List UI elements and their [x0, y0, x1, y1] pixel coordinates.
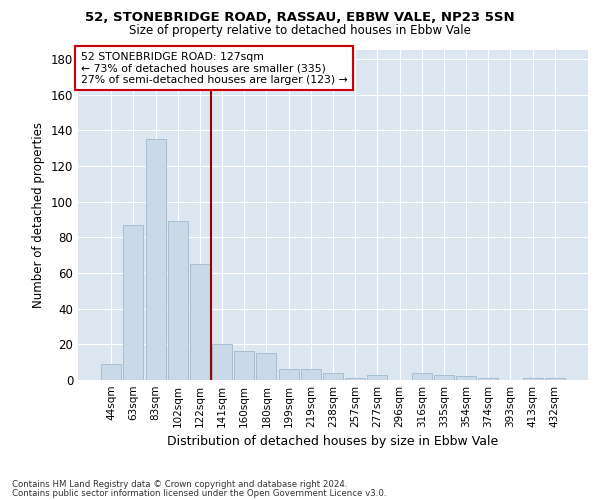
- Bar: [168, 221, 188, 380]
- Bar: [278, 370, 299, 380]
- Bar: [478, 378, 498, 380]
- Bar: [456, 376, 476, 380]
- Bar: [367, 374, 388, 380]
- Bar: [345, 378, 365, 380]
- Text: 52, STONEBRIDGE ROAD, RASSAU, EBBW VALE, NP23 5SN: 52, STONEBRIDGE ROAD, RASSAU, EBBW VALE,…: [85, 11, 515, 24]
- Bar: [545, 378, 565, 380]
- Bar: [323, 373, 343, 380]
- Bar: [146, 139, 166, 380]
- Bar: [190, 264, 210, 380]
- Text: Contains HM Land Registry data © Crown copyright and database right 2024.: Contains HM Land Registry data © Crown c…: [12, 480, 347, 489]
- Text: Contains public sector information licensed under the Open Government Licence v3: Contains public sector information licen…: [12, 489, 386, 498]
- Text: 52 STONEBRIDGE ROAD: 127sqm
← 73% of detached houses are smaller (335)
27% of se: 52 STONEBRIDGE ROAD: 127sqm ← 73% of det…: [80, 52, 347, 85]
- Bar: [101, 364, 121, 380]
- Bar: [412, 373, 432, 380]
- Bar: [234, 352, 254, 380]
- Bar: [434, 374, 454, 380]
- X-axis label: Distribution of detached houses by size in Ebbw Vale: Distribution of detached houses by size …: [167, 436, 499, 448]
- Bar: [523, 378, 542, 380]
- Bar: [124, 225, 143, 380]
- Bar: [301, 370, 321, 380]
- Bar: [256, 353, 277, 380]
- Y-axis label: Number of detached properties: Number of detached properties: [32, 122, 45, 308]
- Text: Size of property relative to detached houses in Ebbw Vale: Size of property relative to detached ho…: [129, 24, 471, 37]
- Bar: [212, 344, 232, 380]
